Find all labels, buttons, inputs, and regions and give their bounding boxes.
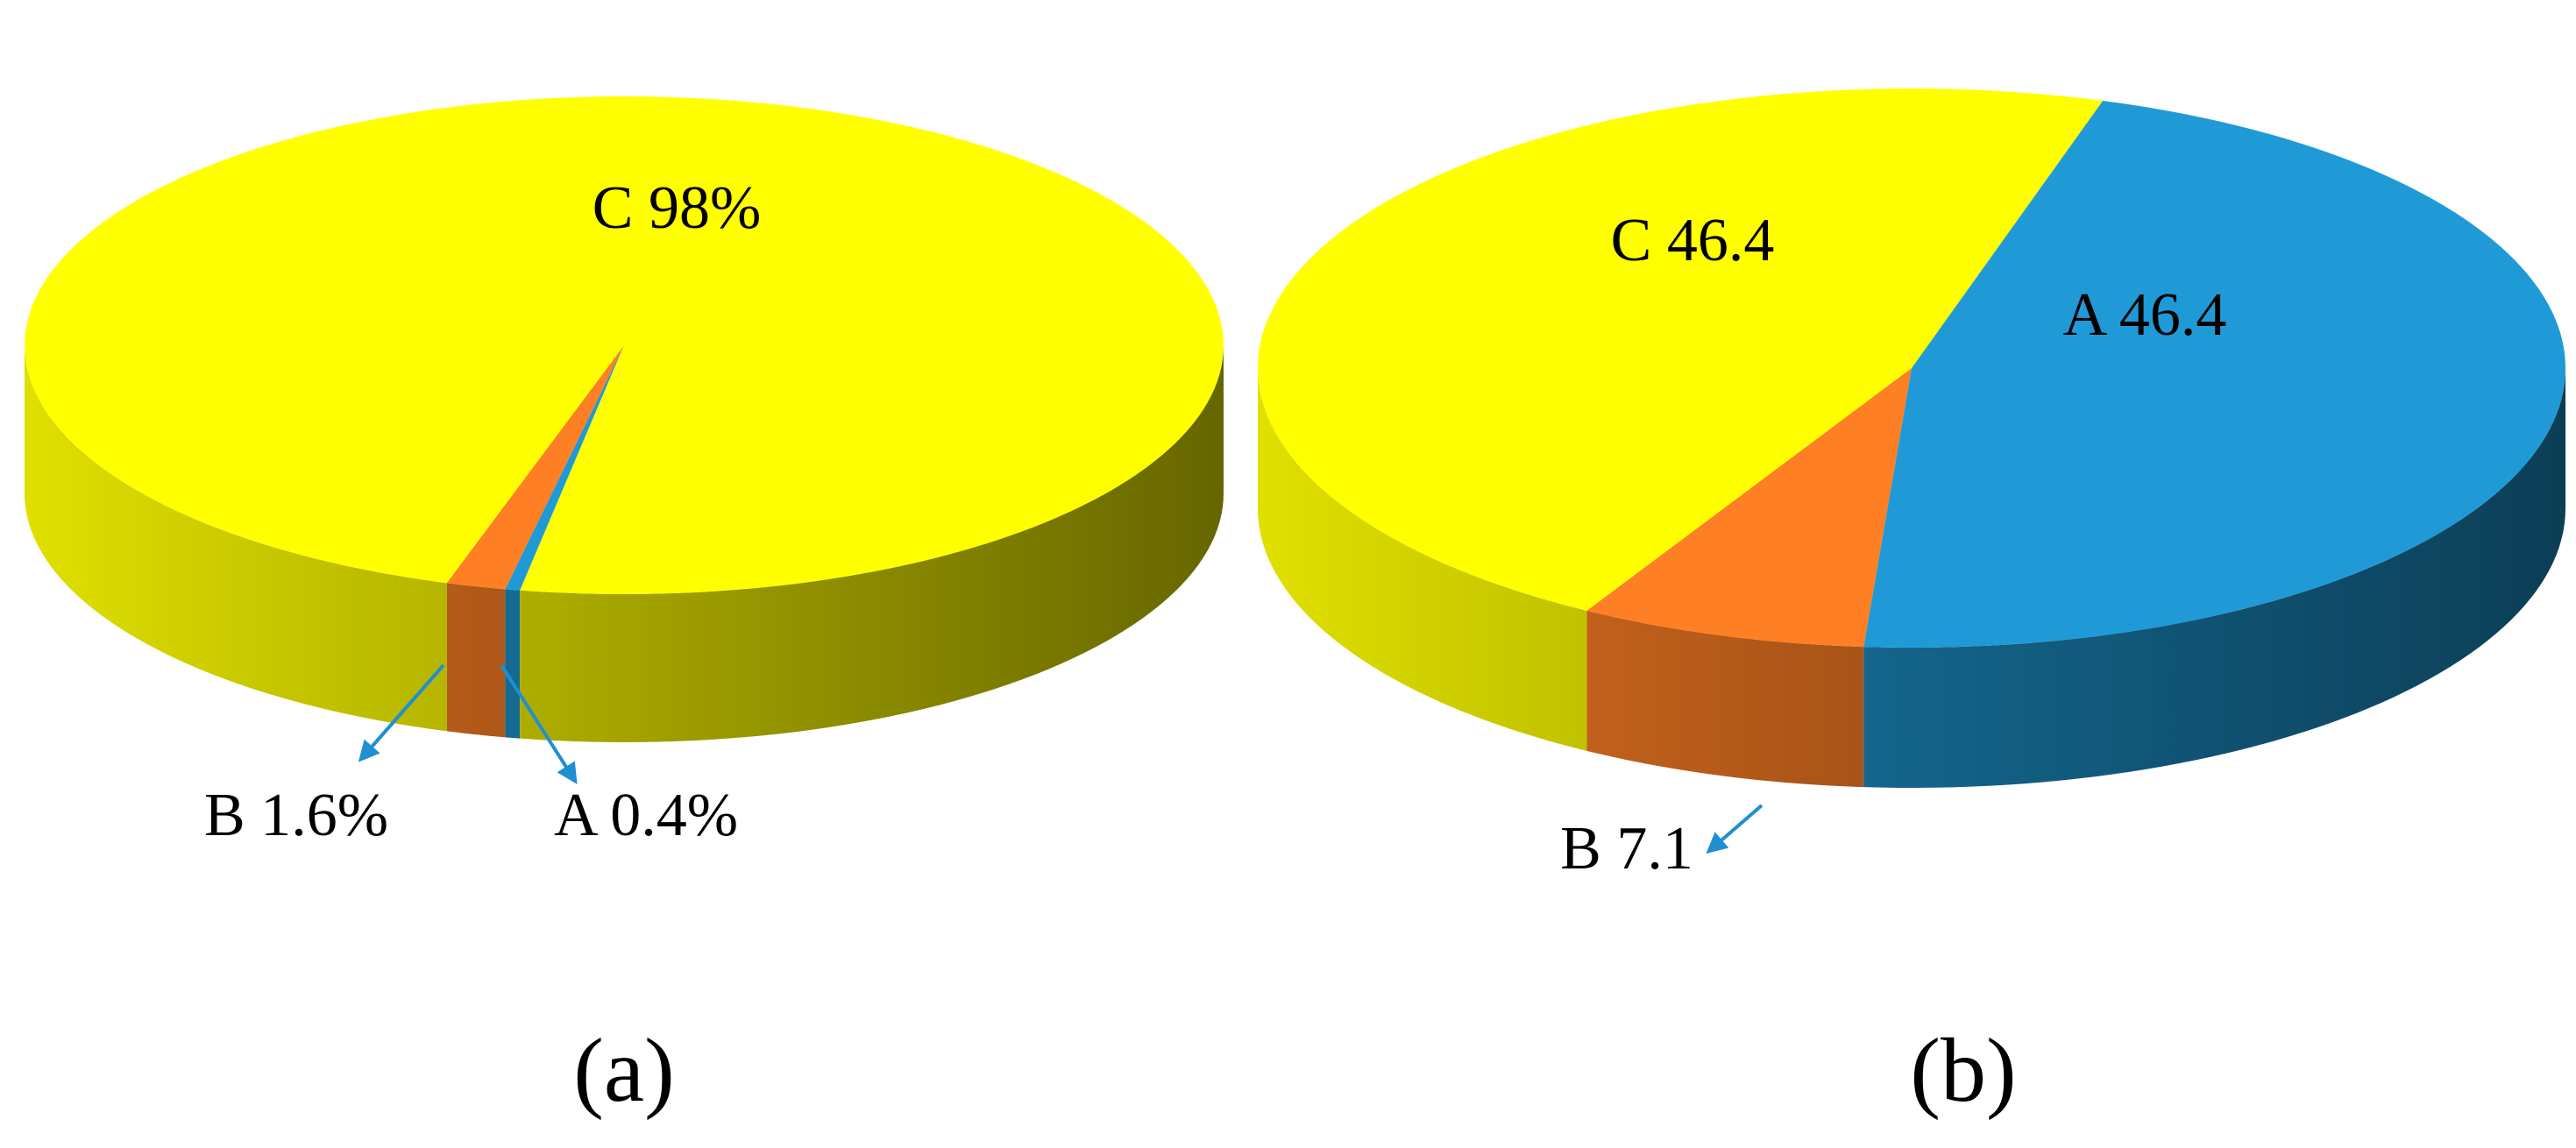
pie-chart: A 46.4 B 7.1 C 46.4 (b) <box>1258 89 2565 1121</box>
slice <box>1586 368 1912 648</box>
data-label: B 1.6% <box>204 782 388 849</box>
label-arrow <box>500 663 578 785</box>
data-label: B 7.1 <box>1560 815 1693 882</box>
slice-side <box>505 589 521 739</box>
data-label: A 46.4 <box>2063 281 2227 349</box>
slice-side <box>520 345 1224 742</box>
slice <box>1863 100 2565 648</box>
slice-side <box>25 345 447 732</box>
data-label: C 98% <box>593 174 762 242</box>
label-arrow <box>358 663 445 762</box>
slice-side <box>1586 610 1864 788</box>
slice <box>446 345 624 590</box>
data-label: A 0.4% <box>554 782 738 849</box>
slice-side <box>1863 368 2565 788</box>
label-arrow <box>1706 804 1763 854</box>
slice <box>505 345 624 591</box>
slice <box>25 96 1224 594</box>
slice <box>1258 89 2104 611</box>
pie-chart: A 0.4% B 1.6% C 98% (a) <box>25 96 1224 1121</box>
slice-side <box>1258 368 1587 751</box>
caption: (a) <box>573 1020 674 1121</box>
data-label: C 46.4 <box>1611 207 1775 274</box>
caption: (b) <box>1910 1020 2016 1121</box>
slice-side <box>446 583 506 738</box>
